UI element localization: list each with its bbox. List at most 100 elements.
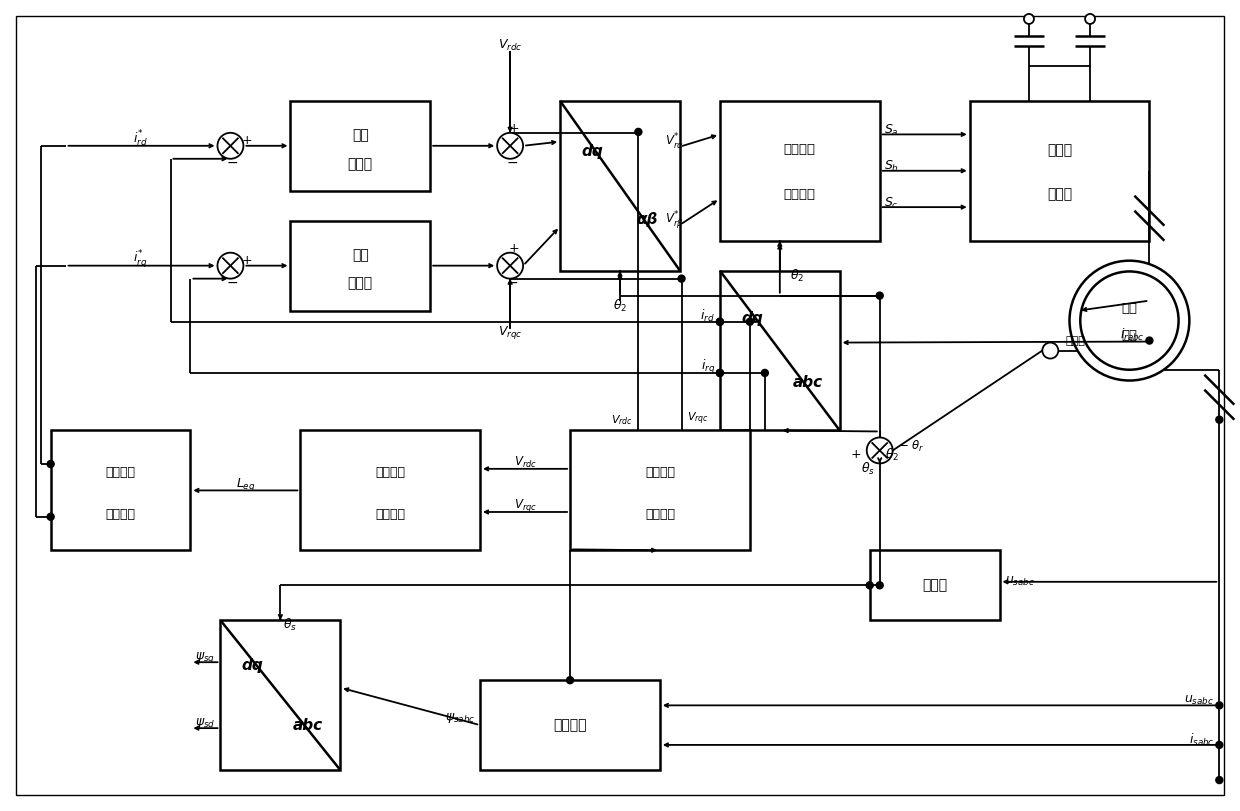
Text: dq: dq [242,658,264,672]
Circle shape [217,133,243,159]
Text: $\psi_{sabc}$: $\psi_{sabc}$ [445,711,475,725]
Text: $\theta_2$: $\theta_2$ [790,268,804,284]
Text: 等效电感: 等效电感 [376,466,405,479]
Text: 空间矢量: 空间矢量 [784,144,816,157]
Circle shape [877,581,883,589]
Circle shape [761,370,769,376]
Circle shape [717,318,723,325]
Circle shape [867,581,873,589]
Text: $u_{sabc}$: $u_{sabc}$ [1184,694,1214,707]
Bar [290,101,430,191]
Circle shape [47,461,55,467]
Circle shape [47,513,55,521]
Text: dq: dq [582,144,604,159]
Text: 计算单元: 计算单元 [376,508,405,521]
Text: $u_{sabc}$: $u_{sabc}$ [1004,575,1034,588]
Circle shape [1216,702,1223,709]
Circle shape [1080,272,1178,370]
Text: $i_{rd}^{*}$: $i_{rd}^{*}$ [133,129,148,149]
Text: $i_{rq}$: $i_{rq}$ [701,358,715,376]
Text: $\theta_2$: $\theta_2$ [884,448,899,464]
Text: $i_{rq}^{*}$: $i_{rq}^{*}$ [134,247,148,270]
Bar [290,221,430,311]
Circle shape [1216,416,1223,423]
Text: $V_{rqc}$: $V_{rqc}$ [513,497,537,514]
Circle shape [877,292,883,299]
Text: $V_{rqc}$: $V_{rqc}$ [687,411,708,427]
Circle shape [717,370,723,376]
Text: +: + [851,448,862,461]
Bar [480,680,660,770]
Text: 转子侧: 转子侧 [1047,143,1073,157]
Text: $V_{rqc}$: $V_{rqc}$ [498,324,522,341]
Bar [51,431,191,551]
Text: $S_b$: $S_b$ [884,159,899,174]
Circle shape [1043,342,1058,358]
Bar [720,101,879,241]
Text: dq: dq [742,311,763,326]
Text: 锁相环: 锁相环 [923,578,947,592]
Bar [869,551,999,620]
Text: 电流指令: 电流指令 [105,466,135,479]
Text: 计算单元: 计算单元 [105,508,135,521]
Text: $i_{sabc}$: $i_{sabc}$ [1189,732,1214,748]
Bar [221,620,340,770]
Bar [300,431,480,551]
Text: 第二: 第二 [352,248,368,262]
Text: 变流器: 变流器 [1047,187,1073,202]
Circle shape [1069,260,1189,380]
Text: 第一: 第一 [352,128,368,142]
Text: $\theta_s$: $\theta_s$ [284,617,298,633]
Text: 编码器: 编码器 [1065,336,1085,345]
Text: −: − [506,156,518,169]
Text: 电机: 电机 [1121,329,1137,342]
Text: abc: abc [293,718,322,732]
Text: αβ: αβ [637,212,658,227]
Text: $\psi_{sq}$: $\psi_{sq}$ [196,650,216,665]
Text: $V_{rdc}$: $V_{rdc}$ [498,38,522,54]
Text: $V_{rdc}$: $V_{rdc}$ [513,455,537,470]
Circle shape [678,275,684,282]
Circle shape [497,253,523,279]
Text: 双馈: 双馈 [1121,303,1137,315]
Circle shape [217,253,243,279]
Text: 解耦前馈: 解耦前馈 [645,466,675,479]
Text: +: + [242,254,253,267]
Circle shape [635,128,642,135]
Text: +: + [242,135,253,148]
Text: $L_{eq}$: $L_{eq}$ [236,476,255,493]
Text: $\psi_{sd}$: $\psi_{sd}$ [195,716,216,730]
Circle shape [1024,14,1034,24]
Text: −: − [227,276,238,290]
Text: $S_c$: $S_c$ [884,195,898,211]
Text: $i_{rd}$: $i_{rd}$ [701,307,715,324]
Text: $V_{r\alpha}^{*}$: $V_{r\alpha}^{*}$ [665,131,683,152]
Text: +: + [508,122,520,135]
Text: $V_{rdc}$: $V_{rdc}$ [611,414,634,427]
Text: $i_{rabc}$: $i_{rabc}$ [1120,327,1145,342]
Text: $V_{r\beta}^{*}$: $V_{r\beta}^{*}$ [665,208,683,231]
Text: $\theta_2$: $\theta_2$ [613,298,627,314]
Circle shape [1085,14,1095,24]
Circle shape [497,133,523,159]
Bar [720,271,839,431]
Text: abc: abc [792,375,822,390]
Circle shape [717,318,723,325]
Circle shape [567,676,574,684]
Bar [560,101,680,271]
Text: $\theta_s$: $\theta_s$ [861,461,874,478]
Text: $S_a$: $S_a$ [884,122,899,138]
Text: 磁链观测: 磁链观测 [553,719,587,732]
Text: 控制器: 控制器 [347,157,373,171]
Bar [570,431,750,551]
Text: +: + [508,242,520,255]
Circle shape [1146,337,1153,344]
Text: 控制器: 控制器 [347,277,373,290]
Text: $-\ \theta_r$: $-\ \theta_r$ [898,439,924,454]
Text: −: − [227,156,238,169]
Bar [970,101,1149,241]
Text: 脉宽调制: 脉宽调制 [784,188,816,201]
Circle shape [1216,741,1223,749]
Circle shape [746,318,754,325]
Text: 计算单元: 计算单元 [645,508,675,521]
